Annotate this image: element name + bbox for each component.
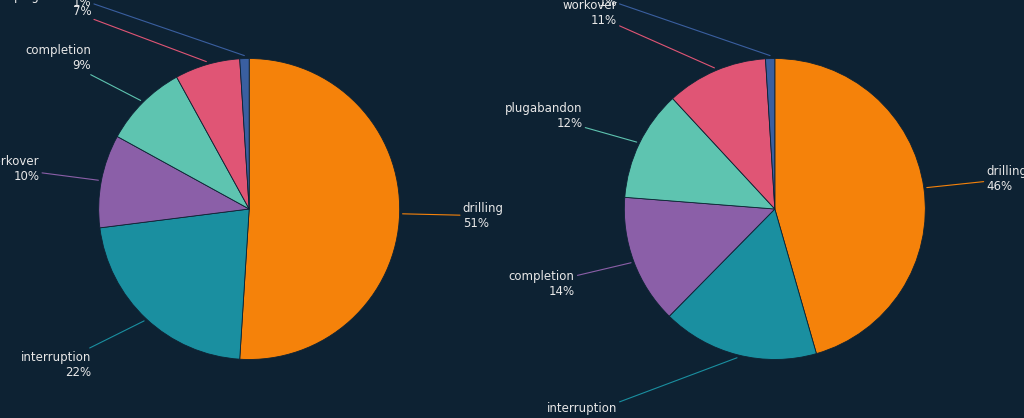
Wedge shape <box>118 77 249 209</box>
Wedge shape <box>673 59 775 209</box>
Text: interruption
17%: interruption 17% <box>547 358 737 418</box>
Text: workover
11%: workover 11% <box>562 0 715 68</box>
Text: moving
1%: moving 1% <box>47 0 245 56</box>
Wedge shape <box>775 59 926 354</box>
Text: interruption
22%: interruption 22% <box>20 321 144 379</box>
Wedge shape <box>177 59 249 209</box>
Text: completion
9%: completion 9% <box>26 44 140 100</box>
Text: drilling
51%: drilling 51% <box>402 202 504 230</box>
Wedge shape <box>625 197 775 316</box>
Wedge shape <box>100 209 249 359</box>
Text: plugabandon
12%: plugabandon 12% <box>505 102 637 142</box>
Text: completion
14%: completion 14% <box>509 263 631 298</box>
Wedge shape <box>625 99 775 209</box>
Text: moving
1%: moving 1% <box>572 0 770 56</box>
Text: plugabandon
7%: plugabandon 7% <box>13 0 207 61</box>
Text: drilling
46%: drilling 46% <box>927 165 1024 193</box>
Wedge shape <box>98 137 249 228</box>
Wedge shape <box>670 209 816 359</box>
Wedge shape <box>240 59 399 359</box>
Wedge shape <box>766 59 775 209</box>
Text: workover
10%: workover 10% <box>0 155 98 183</box>
Wedge shape <box>240 59 249 209</box>
